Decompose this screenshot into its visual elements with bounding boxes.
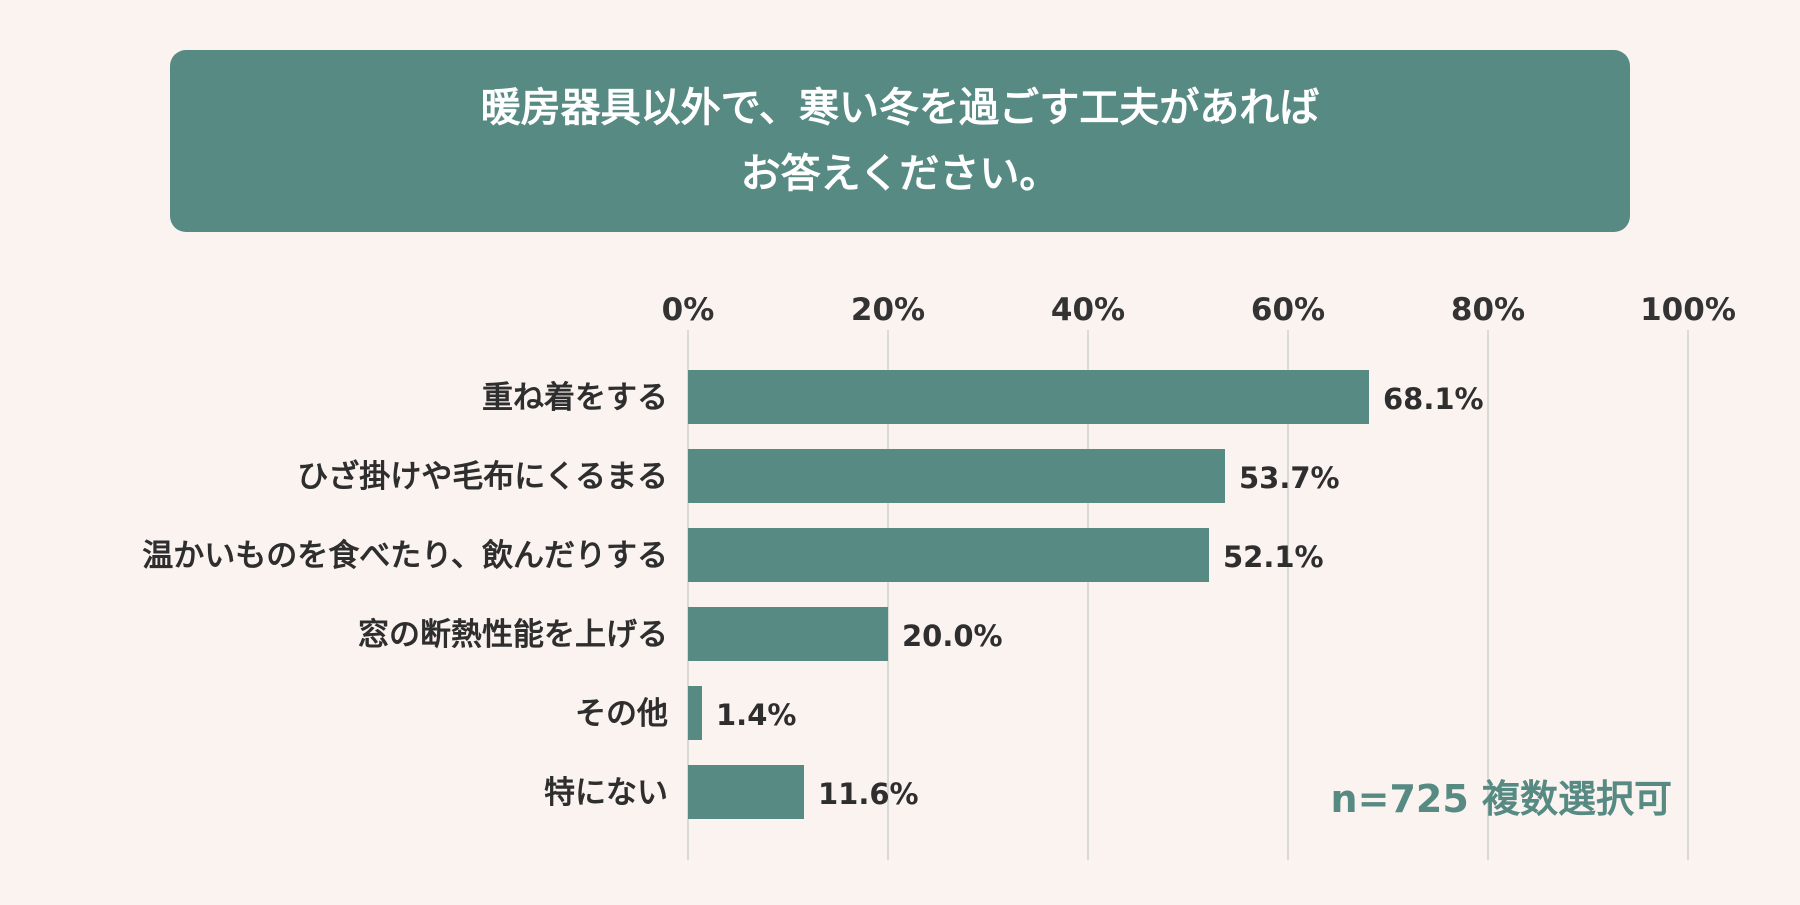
bar [688,686,702,740]
sample-size-note: n=725 複数選択可 [1330,777,1672,821]
chart-title-line-2: お答えください。 [740,151,1060,197]
x-tick-label: 0% [662,292,715,328]
x-tick-label: 20% [851,292,925,328]
category-label: その他 [575,696,668,732]
value-label: 68.1% [1383,382,1484,416]
category-label: ひざ掛けや毛布にくるまる [297,459,668,495]
chart-title: 暖房器具以外で、寒い冬を過ごす工夫があれば お答えください。 [481,75,1320,207]
value-label: 53.7% [1239,461,1340,495]
title-banner: 暖房器具以外で、寒い冬を過ごす工夫があれば お答えください。 [170,50,1630,232]
bar [688,607,888,661]
bar [688,528,1209,582]
category-label: 窓の断熱性能を上げる [358,617,668,653]
x-tick-label: 80% [1451,292,1525,328]
category-label: 特にない [544,775,668,811]
value-label: 20.0% [902,619,1003,653]
bar [688,449,1225,503]
chart-title-line-1: 暖房器具以外で、寒い冬を過ごす工夫があれば [480,85,1320,131]
x-tick-label: 100% [1640,292,1736,328]
bar [688,765,804,819]
category-label: 重ね着をする [482,380,668,416]
bar [688,370,1369,424]
value-label: 11.6% [818,777,919,811]
x-tick-label: 40% [1051,292,1125,328]
value-label: 1.4% [716,698,796,732]
value-label: 52.1% [1223,540,1324,574]
category-label: 温かいものを食べたり、飲んだりする [142,538,668,574]
x-tick-label: 60% [1251,292,1325,328]
